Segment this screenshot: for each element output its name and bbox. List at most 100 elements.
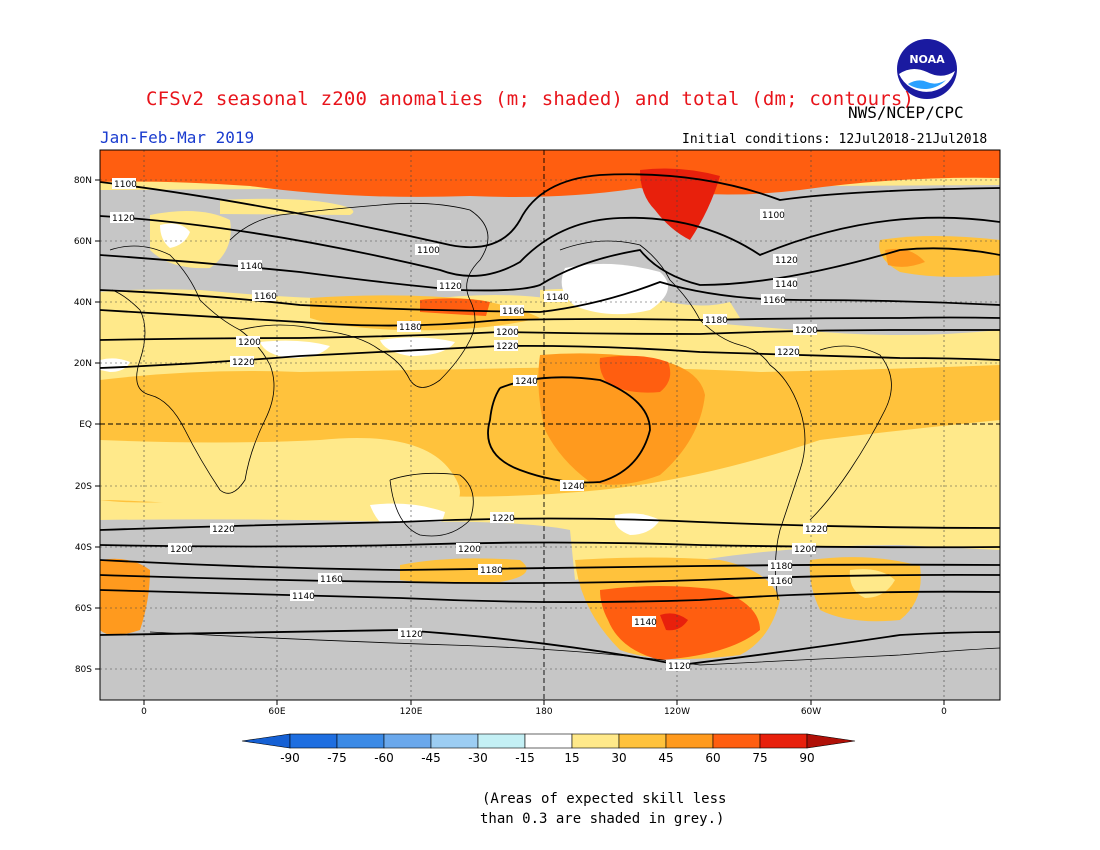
contour-label-1220-a: 1220 <box>232 358 255 368</box>
color-legend: -90 -75 -60 -45 -30 -15 15 30 45 60 75 90 <box>241 733 856 765</box>
chart-title: CFSv2 seasonal z200 anomalies (m; shaded… <box>146 88 915 110</box>
legend-label: -75 <box>327 751 347 765</box>
legend-label: -15 <box>515 751 535 765</box>
lon-label: 120E <box>400 707 423 717</box>
contour-label-1220-d: 1220 <box>212 525 235 535</box>
legend-arrow-low <box>241 733 291 749</box>
shade-arctic-red <box>100 150 1000 197</box>
legend-label: -45 <box>421 751 441 765</box>
shade-orange-na-east <box>879 236 1000 277</box>
latitude-labels: 80N 60N 40N 20N EQ 20S 40S 60S 80S <box>74 176 92 675</box>
shade-yellow-siberia <box>220 198 354 215</box>
coast-samer-east <box>809 345 892 521</box>
legend-labels: -90 -75 -60 -45 -30 -15 15 30 45 60 75 90 <box>280 751 814 765</box>
contour-label-1160-c: 1160 <box>763 296 786 306</box>
contour-label-1220-c: 1220 <box>777 348 800 358</box>
contour-label-1200-f: 1200 <box>794 545 817 555</box>
legend-swatch <box>524 733 573 749</box>
contour-1160-south <box>100 573 1000 585</box>
legend-label: -90 <box>280 751 300 765</box>
contour-label-1120-e: 1120 <box>668 662 691 672</box>
contour-label-1140-d: 1140 <box>292 592 315 602</box>
lat-label: 80N <box>74 176 92 186</box>
contour-labels: 1100 1100 1100 1120 1120 1120 1140 1140 … <box>110 178 828 672</box>
legend-label: 45 <box>658 751 673 765</box>
contour-1120-south <box>100 629 1000 666</box>
map-shading <box>100 150 1000 700</box>
contour-label-1200-c: 1200 <box>795 326 818 336</box>
lat-label: 60N <box>74 237 92 247</box>
contour-label-1220-f: 1220 <box>805 525 828 535</box>
shade-white-arabia <box>260 340 330 358</box>
noaa-logo: NOAA <box>896 38 958 100</box>
contour-label-1140-e: 1140 <box>634 618 657 628</box>
contour-label-1160-b: 1160 <box>502 307 525 317</box>
lat-label: 40S <box>75 543 92 553</box>
legend-swatch <box>712 733 761 749</box>
contour-1140 <box>100 247 1000 292</box>
coast-antarctica <box>149 631 1000 666</box>
shade-white-npac <box>561 263 668 315</box>
shade-greenland <box>640 168 720 240</box>
legend-swatch <box>618 733 667 749</box>
contour-label-1180-c: 1180 <box>480 566 503 576</box>
contour-label-1180-a: 1180 <box>399 323 422 333</box>
lon-label: 180 <box>535 707 552 717</box>
coastlines <box>109 202 1000 666</box>
legend-label: 60 <box>705 751 720 765</box>
shade-darkred-spac <box>660 613 688 631</box>
lon-label: 60E <box>268 707 285 717</box>
contour-label-1180-b: 1180 <box>705 316 728 326</box>
agency-label: NWS/NCEP/CPC <box>848 103 964 122</box>
contour-label-1100-c: 1100 <box>762 211 785 221</box>
contour-label-1200-b: 1200 <box>496 328 519 338</box>
skill-note-line1: (Areas of expected skill less <box>482 791 727 807</box>
coast-americas <box>559 240 806 601</box>
map-frame <box>99 149 1001 701</box>
lon-label: 0 <box>941 707 947 717</box>
contour-1220-north <box>100 344 1000 369</box>
contour-label-1160-d: 1160 <box>320 575 343 585</box>
shade-yellow-south-indian <box>100 438 460 512</box>
tick-marks <box>95 179 945 705</box>
lat-label: 40N <box>74 298 92 308</box>
contour-1120 <box>100 215 1000 277</box>
legend-swatch <box>383 733 432 749</box>
legend-label: 75 <box>752 751 767 765</box>
height-contours <box>100 173 1000 666</box>
contour-1160 <box>100 281 1000 313</box>
shade-red-cpac <box>599 355 671 393</box>
contour-label-1120-b: 1120 <box>439 282 462 292</box>
contour-label-1160-a: 1160 <box>254 292 277 302</box>
legend-label: -30 <box>468 751 488 765</box>
contour-label-1140-c: 1140 <box>775 280 798 290</box>
legend-label: 15 <box>564 751 579 765</box>
lat-label: 80S <box>75 665 92 675</box>
contour-label-1140-a: 1140 <box>240 262 263 272</box>
contour-1100 <box>100 173 1000 249</box>
lat-label: 20S <box>75 482 92 492</box>
lon-label: 120W <box>664 707 690 717</box>
legend-swatch <box>665 733 714 749</box>
skill-note-line2: than 0.3 are shaded in grey.) <box>480 811 725 827</box>
lon-label: 0 <box>141 707 147 717</box>
legend-label: -60 <box>374 751 394 765</box>
contour-label-1160-e: 1160 <box>770 577 793 587</box>
contour-label-1120-c: 1120 <box>775 256 798 266</box>
contour-label-1240-b: 1240 <box>562 482 585 492</box>
legend-label: 90 <box>799 751 814 765</box>
coast-asia <box>229 202 489 388</box>
anomaly-map: 1100 1100 1100 1120 1120 1120 1140 1140 … <box>74 149 1001 717</box>
legend-swatch <box>477 733 526 749</box>
contour-1180-south <box>100 559 1000 571</box>
legend-arrow-high <box>806 733 856 749</box>
lat-label: 20N <box>74 359 92 369</box>
contour-1220-south <box>100 517 1000 531</box>
contour-label-1240-a: 1240 <box>515 377 538 387</box>
legend-swatch <box>289 733 338 749</box>
lat-label: EQ <box>79 420 92 430</box>
contour-1180 <box>100 309 1000 327</box>
contour-label-1220-b: 1220 <box>496 342 519 352</box>
shade-orange-dark-na <box>885 248 925 267</box>
legend-swatch <box>430 733 479 749</box>
